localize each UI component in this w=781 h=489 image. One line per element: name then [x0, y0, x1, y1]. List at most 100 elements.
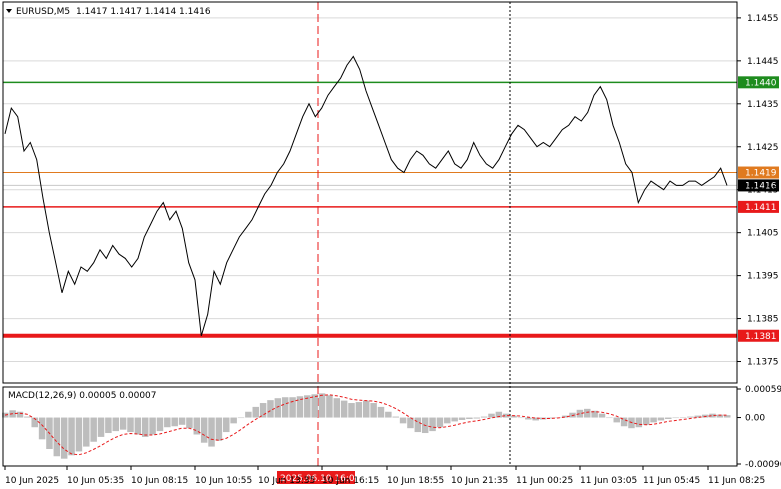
price-line: [4, 55, 728, 336]
macd-histogram-bar: [186, 417, 193, 429]
y-tick-label: 1.1405: [747, 229, 779, 239]
macd-histogram-bar: [127, 417, 134, 433]
macd-histogram-bar: [112, 417, 120, 432]
macd-histogram-bar: [97, 417, 105, 437]
price-series: [4, 55, 728, 336]
macd-histogram-bar: [289, 397, 296, 418]
price-panel-frame: [2, 1, 738, 384]
macd-histogram-bar: [687, 416, 694, 418]
macd-histogram-bar: [53, 417, 61, 457]
macd-histogram-bar: [724, 415, 731, 418]
macd-histogram-bar: [156, 417, 164, 432]
y-tick-label: 1.1425: [747, 143, 779, 153]
macd-histogram-bar: [200, 417, 208, 443]
macd-histogram-bar: [657, 417, 665, 421]
macd-histogram-bar: [377, 406, 385, 418]
price-level-tag: [738, 166, 779, 179]
price-level-tag: [738, 200, 779, 213]
macd-histogram-bar: [134, 417, 142, 435]
macd-histogram-bar: [237, 417, 245, 419]
macd-histogram-bar: [245, 411, 252, 418]
macd-histogram-bar: [525, 417, 532, 420]
macd-histogram-bar: [68, 417, 75, 456]
macd-histogram-bar: [414, 417, 422, 433]
macd-histogram-bar: [215, 417, 223, 441]
macd-histogram-bar: [340, 400, 348, 418]
macd-histogram-bar: [642, 417, 650, 425]
macd-histogram-bar: [326, 395, 333, 418]
macd-histogram-bar: [318, 393, 326, 418]
x-tick-label: 10 Jun 16:15: [322, 476, 379, 486]
macd-histogram-bar: [392, 416, 399, 418]
macd-histogram-bar: [333, 398, 341, 418]
x-tick-label: 11 Jun 03:05: [580, 476, 637, 486]
macd-histogram-bar: [709, 413, 716, 418]
macd-histogram-bar: [75, 417, 83, 452]
macd-histogram-bar: [650, 417, 657, 423]
macd-histogram-bar: [355, 402, 363, 418]
macd-histogram-bar: [311, 394, 318, 418]
grid: [3, 17, 737, 363]
macd-histogram-bar: [119, 417, 127, 430]
macd-histogram-bar: [444, 417, 451, 424]
y-tick-label: 1.1395: [747, 272, 779, 282]
macd-histogram-bar: [480, 416, 488, 418]
macd-histogram-bar: [60, 417, 68, 459]
macd-histogram-bar: [38, 417, 46, 440]
macd-histogram-bar: [510, 415, 517, 418]
macd-histogram-bar: [502, 413, 510, 418]
x-tick-label: 11 Jun 00:25: [516, 476, 573, 486]
macd-histogram-bar: [83, 417, 90, 447]
macd-histogram-bar: [178, 417, 186, 425]
macd-histogram-bar: [488, 413, 495, 418]
y-tick-label: 1.1385: [747, 315, 779, 325]
macd-histogram-bar: [164, 417, 171, 428]
macd-histogram-bar: [576, 409, 584, 418]
macd-histogram-bar: [267, 400, 274, 418]
y-tick-label: 1.1415: [747, 186, 779, 196]
macd-histogram-bar: [24, 416, 31, 418]
macd-histogram-bar: [473, 417, 481, 419]
macd-histogram-bar: [281, 397, 289, 418]
macd-histogram-bar: [679, 417, 687, 419]
symbol-label: EURUSD,M5: [16, 7, 70, 17]
macd-histogram-bar: [193, 417, 201, 435]
macd-signal-line: [4, 394, 727, 456]
macd-histogram-bar: [149, 417, 156, 435]
macd-histogram-bar: [561, 415, 569, 418]
macd-histogram-bar: [466, 417, 473, 419]
x-tick-label: 10 Jun 05:35: [67, 476, 124, 486]
macd-histogram-bar: [304, 395, 311, 418]
macd-histogram-bar: [171, 417, 178, 427]
y-tick-label: 1.1445: [747, 57, 779, 67]
price-level-label: 1.1440: [745, 78, 777, 88]
price-level-tag: [738, 76, 779, 89]
macd-histogram-bar: [363, 400, 370, 418]
macd-histogram-bar: [259, 403, 267, 418]
macd-histogram-bar: [620, 417, 628, 427]
macd-histogram-bar: [370, 403, 377, 418]
macd-panel-frame: [2, 386, 738, 467]
current-price-label: 1.1416: [745, 181, 777, 191]
macd-histogram-bar: [532, 417, 539, 421]
macd-histogram-bar: [436, 417, 444, 428]
macd-histogram-bar: [547, 417, 554, 419]
x-tick-label: 10 Jun 2025: [5, 476, 59, 486]
macd-tick-label: 0.00: [745, 414, 765, 424]
macd-histogram-bar: [348, 403, 355, 418]
macd-histogram-bar: [716, 414, 724, 418]
macd-histogram-bar: [517, 417, 525, 419]
symbol-dropdown-icon[interactable]: [6, 9, 12, 13]
macd-histogram-bar: [105, 417, 112, 434]
macd-histogram-bar: [223, 417, 230, 433]
current-price-tag: [738, 179, 779, 192]
x-tick-label: 10 Jun 18:55: [387, 476, 444, 486]
macd-histogram-bar: [598, 413, 606, 418]
x-tick-label: 10 Jun 13:35: [258, 476, 315, 486]
price-levels: 1.1440 1.1419 1.1411 1.1381 1.1416: [3, 76, 779, 342]
ohlc-values: 1.1417 1.1417 1.1414 1.1416: [76, 7, 211, 17]
macd-histogram-bar: [252, 406, 259, 418]
macd-label: MACD(12,26,9) 0.00005 0.00007: [8, 391, 157, 401]
